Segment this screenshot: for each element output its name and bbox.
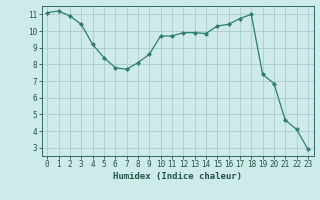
X-axis label: Humidex (Indice chaleur): Humidex (Indice chaleur) xyxy=(113,172,242,181)
